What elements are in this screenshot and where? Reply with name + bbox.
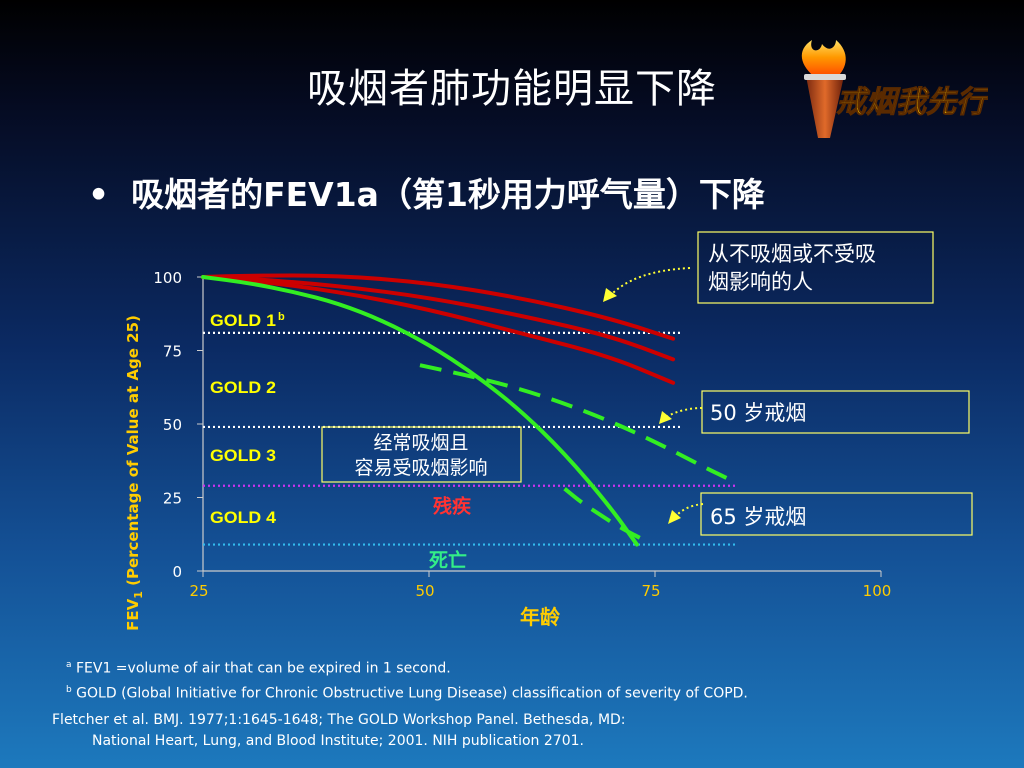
torch-icon (804, 74, 846, 138)
gold-level-label: GOLD 1 (210, 311, 276, 330)
gold-level-label: GOLD 2 (210, 378, 276, 397)
footnote-b-text: GOLD (Global Initiative for Chronic Obst… (76, 685, 748, 702)
death-label: 死亡 (429, 549, 467, 572)
arrowhead-quit-65 (668, 510, 681, 524)
footnote-a: a FEV1 =volume of air that can be expire… (66, 655, 748, 680)
x-axis-label: 年龄 (520, 605, 561, 629)
regular-smoker-line (201, 275, 639, 547)
quit-smoking-line (563, 487, 643, 541)
gold-level-superscript: b (278, 311, 285, 323)
callout-pointers (609, 267, 704, 518)
callout-quit-65: 65 岁戒烟 (700, 492, 973, 536)
pointer-quit-50 (664, 407, 703, 419)
gold-level-label: GOLD 3 (210, 446, 276, 465)
callout-quit-50: 50 岁戒烟 (701, 390, 970, 434)
y-axis-label: FEV1 (Percentage of Value at Age 25) (124, 315, 145, 631)
pointer-quit-65 (674, 503, 704, 518)
y-tick-label: 75 (163, 343, 182, 361)
arrowhead-quit-50 (659, 411, 672, 424)
plot-area: 0 25 50 75 100 25 50 75 100 年龄 GOLD 1 b GOLD 2 GOLD 3… (153, 269, 891, 629)
footnote-a-text: FEV1 =volume of air that can be expired … (75, 660, 451, 677)
y-tick-label: 0 (172, 563, 182, 581)
x-tick-label: 100 (863, 582, 892, 600)
arrowhead-never-smoked (603, 288, 617, 302)
bullet-point: • 吸烟者的FEV1a（第1秒用力呼气量）下降 (88, 168, 765, 216)
pointer-never-smoked (609, 267, 691, 297)
footnotes: a FEV1 =volume of air that can be expire… (66, 655, 748, 704)
y-axis-label-rest: (Percentage of Value at Age 25) (124, 315, 142, 591)
bullet-dot-icon: • (88, 175, 110, 214)
reference-line-2: National Heart, Lung, and Blood Institut… (92, 733, 584, 749)
flame-icon (801, 40, 846, 78)
y-tick-label: 50 (163, 416, 182, 434)
callout-quit-50-text: 50 岁戒烟 (710, 401, 806, 425)
y-axis-label-main: FEV (124, 598, 142, 630)
fev1-chart: FEV1 (Percentage of Value at Age 25) 0 25… (124, 231, 973, 631)
page-title: 吸烟者肺功能明显下降 (307, 66, 717, 112)
reference-line-1: Fletcher et al. BMJ. 1977;1:1645-1648; T… (52, 712, 626, 728)
bullet-text: 吸烟者的FEV1a（第1秒用力呼气量）下降 (131, 175, 765, 214)
y-tick-label: 100 (153, 269, 182, 287)
footnote-b: b GOLD (Global Initiative for Chronic Ob… (66, 680, 748, 705)
callout-never-smoked-line2: 烟影响的人 (708, 270, 813, 294)
references: Fletcher et al. BMJ. 1977;1:1645-1648; T… (52, 710, 626, 752)
callout-quit-65-text: 65 岁戒烟 (710, 505, 806, 529)
callout-regular-line2: 容易受吸烟影响 (354, 457, 487, 479)
footnote-b-marker: b (66, 684, 72, 695)
x-tick-label: 75 (641, 582, 660, 600)
gold-level-label: GOLD 4 (210, 508, 277, 527)
callout-regular-smoker: 经常吸烟且 容易受吸烟影响 (321, 426, 522, 483)
y-tick-label: 25 (163, 490, 182, 508)
callout-regular-line1: 经常吸烟且 (373, 432, 468, 454)
x-tick-label: 25 (189, 582, 208, 600)
callout-never-smoked-line1: 从不吸烟或不受吸 (708, 242, 876, 266)
y-axis-label-sub: 1 (132, 591, 145, 599)
callout-never-smoked: 从不吸烟或不受吸 烟影响的人 (697, 231, 934, 304)
pointer-arrowheads (603, 288, 681, 524)
quit-smoking-line (419, 363, 738, 485)
disability-label: 残疾 (433, 495, 472, 518)
logo-text: 戒烟我先行 (836, 85, 988, 120)
quit-smoking-logo: 戒烟我先行 (801, 40, 988, 138)
footnote-a-marker: a (66, 660, 72, 670)
x-tick-label: 50 (415, 582, 434, 600)
